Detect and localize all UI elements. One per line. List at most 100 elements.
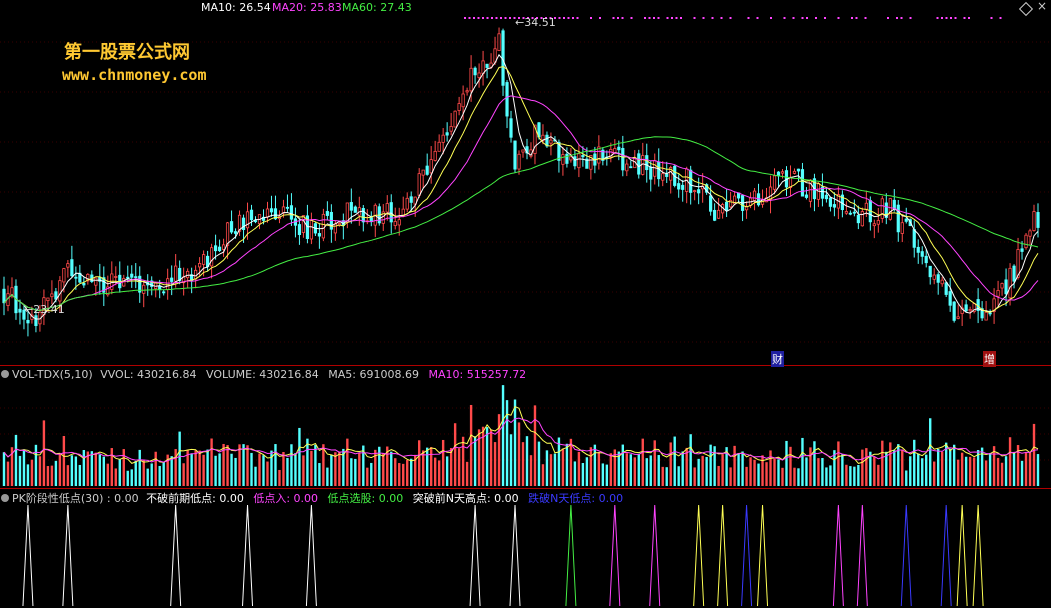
candle-body: [217, 246, 222, 252]
volume-bar: [545, 450, 549, 486]
volume-bar: [541, 464, 545, 486]
top-mark: [954, 17, 957, 19]
volume-bar: [417, 440, 421, 486]
top-mark: [671, 17, 673, 19]
capital-increase-marker[interactable]: 增: [983, 351, 996, 367]
indicator-item-4: 突破前N天高点: 0.00: [412, 492, 519, 505]
volume-bar: [589, 447, 593, 486]
volume-bar: [617, 451, 621, 486]
volume-bar: [972, 457, 976, 486]
volume-bar: [1016, 445, 1020, 486]
ma60-label: MA60: 27.43: [342, 1, 412, 14]
volume-bar: [996, 457, 1000, 486]
volume-bar: [521, 442, 525, 486]
candle-body: [405, 197, 409, 210]
candle-body: [453, 110, 457, 128]
volume-bar: [394, 458, 397, 486]
volume-bar: [689, 434, 692, 486]
volume-bar: [893, 450, 896, 486]
volume-bar: [425, 447, 429, 486]
candle-body: [573, 156, 577, 167]
volume-bar: [988, 452, 992, 486]
candle-body: [872, 223, 876, 227]
volume-bar: [342, 448, 345, 486]
volume-bar: [637, 453, 640, 486]
candle-body: [138, 275, 142, 293]
candle-body: [860, 211, 864, 227]
volume-bar: [984, 460, 988, 486]
ma60-line: [3, 136, 1039, 311]
volume-bar: [936, 449, 940, 486]
financial-report-marker[interactable]: 财: [771, 351, 784, 367]
volume-bar: [557, 437, 561, 486]
top-mark: [999, 17, 1002, 19]
candle-body: [880, 198, 884, 219]
volume-bar: [645, 458, 648, 486]
candle-body: [725, 201, 729, 211]
candle-body: [461, 93, 465, 108]
candle-body: [892, 199, 896, 209]
volume-bar: [278, 469, 281, 486]
volume-bar: [501, 385, 505, 486]
gear-icon[interactable]: [1, 494, 9, 502]
volume-bar: [477, 429, 481, 486]
volume-bar: [489, 429, 493, 486]
volume-bar: [306, 438, 309, 486]
volume-bar: [777, 459, 780, 486]
volume-bar: [509, 434, 513, 486]
candle-body: [577, 153, 581, 169]
pk-indicator-title[interactable]: PK阶段性低点(30) : 0.00: [12, 492, 139, 505]
candle-body: [345, 202, 349, 223]
volume-bar: [701, 455, 704, 486]
volume-bar: [1020, 460, 1024, 486]
vol-indicator-title[interactable]: VOL-TDX(5,10): [12, 368, 93, 381]
candle-body: [900, 222, 904, 234]
gear-icon[interactable]: [1, 370, 9, 378]
candle-body: [944, 282, 948, 295]
volume-bar: [218, 453, 221, 486]
volume-bar: [54, 460, 58, 486]
volume-bar: [801, 437, 804, 486]
volume-bar: [238, 444, 241, 486]
volume-bar: [58, 453, 62, 486]
top-mark: [900, 17, 903, 19]
volume-bar: [1004, 456, 1008, 486]
top-mark: [536, 17, 538, 19]
volume-bar: [933, 461, 936, 486]
volume-bar: [18, 455, 22, 486]
volume-bar: [114, 468, 117, 486]
close-icon[interactable]: ×: [1037, 0, 1048, 13]
top-mark: [666, 17, 669, 19]
candle-body: [920, 251, 924, 257]
top-mark: [702, 17, 705, 19]
volume-bar: [653, 440, 656, 486]
candle-body: [70, 259, 74, 277]
top-mark: [617, 17, 619, 19]
volume-bar: [122, 449, 125, 486]
volume-bar: [877, 464, 880, 486]
volume-bar: [210, 438, 213, 486]
top-mark: [729, 17, 732, 19]
candle-body: [26, 319, 30, 324]
candle-body: [697, 189, 701, 194]
candle-body: [621, 148, 625, 171]
top-mark: [990, 17, 993, 19]
candle-body: [209, 247, 214, 267]
volume-bar: [457, 448, 461, 486]
volume-bar: [334, 452, 337, 486]
volume-bar: [166, 454, 169, 486]
candle-body: [170, 277, 174, 282]
candle-body: [54, 291, 58, 300]
top-mark: [473, 17, 475, 19]
volume-bar: [865, 448, 868, 486]
volume-bar: [901, 449, 904, 486]
candle-body: [385, 203, 389, 213]
volume-bar: [605, 464, 609, 486]
volume-bar: [665, 467, 668, 486]
volume-bar: [194, 450, 197, 486]
top-mark: [509, 17, 511, 19]
candle-body: [265, 208, 270, 218]
volume-bar: [150, 463, 153, 486]
